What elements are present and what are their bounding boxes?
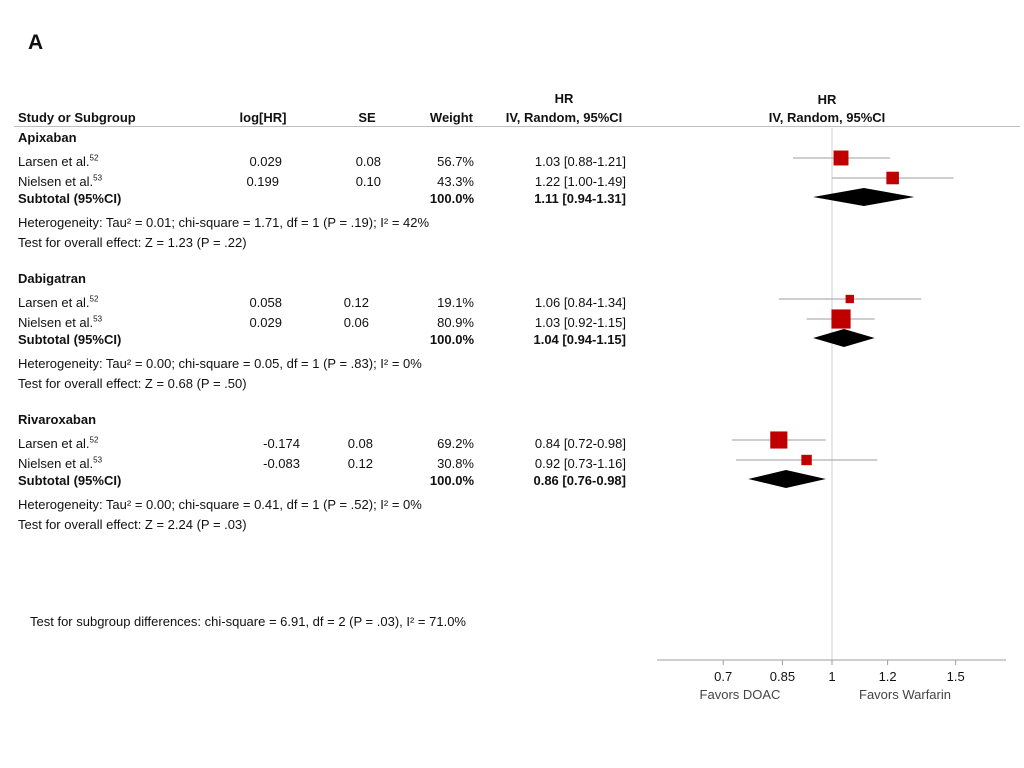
hr-ci-value: 0.84 [0.72-0.98] <box>534 436 626 451</box>
se-value: 0.12 <box>343 295 369 310</box>
overall-effect-text: Test for overall effect: Z = 0.68 (P = .… <box>18 376 247 391</box>
weight-value: 19.1% <box>437 295 474 310</box>
overall-effect-text: Test for overall effect: Z = 1.23 (P = .… <box>18 235 247 250</box>
subgroup-differences-text: Test for subgroup differences: chi-squar… <box>30 614 466 629</box>
study-point <box>833 150 849 166</box>
subtotal-label: Subtotal (95%CI) <box>18 332 122 347</box>
header-hr-bottom: IV, Random, 95%CI <box>505 110 623 125</box>
study-name: Larsen et al.52 <box>18 153 99 169</box>
x-axis-tick-label: 1.2 <box>879 669 897 684</box>
hr-ci-value: 1.03 [0.92-1.15] <box>534 315 626 330</box>
weight-value: 30.8% <box>437 456 474 471</box>
group-title-apixaban: Apixaban <box>18 130 77 145</box>
se-value: 0.06 <box>343 315 369 330</box>
header-weight: Weight <box>429 110 473 125</box>
heterogeneity-text: Heterogeneity: Tau² = 0.01; chi-square =… <box>18 215 430 230</box>
loghr-value: 0.199 <box>246 174 279 189</box>
weight-value: 69.2% <box>437 436 474 451</box>
x-axis-tick-label: 0.7 <box>714 669 732 684</box>
se-value: 0.08 <box>347 436 373 451</box>
se-value: 0.12 <box>347 456 373 471</box>
se-value: 0.10 <box>355 174 381 189</box>
study-name: Larsen et al.52 <box>18 294 99 310</box>
subtotal-ci: 0.86 [0.76-0.98] <box>533 473 626 488</box>
group-title-dabigatran: Dabigatran <box>18 271 86 286</box>
hr-ci-value: 1.22 [1.00-1.49] <box>534 174 626 189</box>
weight-value: 43.3% <box>437 174 474 189</box>
plot-header-bottom: IV, Random, 95%CI <box>768 110 886 125</box>
study-point <box>886 171 899 185</box>
study-point <box>801 454 812 466</box>
subtotal-ci: 1.04 [0.94-1.15] <box>533 332 626 347</box>
header-divider <box>14 126 1020 127</box>
subtotal-ci: 1.11 [0.94-1.31] <box>534 191 626 206</box>
x-axis-tick-label: 1 <box>828 669 835 684</box>
group-title-rivaroxaban: Rivaroxaban <box>18 412 97 427</box>
loghr-value: 0.058 <box>249 295 282 310</box>
loghr-value: 0.029 <box>249 154 282 169</box>
pooled-diamond <box>748 470 826 488</box>
overall-effect-text: Test for overall effect: Z = 2.24 (P = .… <box>18 517 247 532</box>
loghr-value: 0.029 <box>249 315 282 330</box>
heterogeneity-text: Heterogeneity: Tau² = 0.00; chi-square =… <box>18 497 422 512</box>
favors-warfarin-label: Favors Warfarin <box>859 687 951 702</box>
study-point <box>831 309 851 329</box>
study-point <box>770 431 788 449</box>
header-hr-top: HR <box>554 91 574 106</box>
subtotal-weight: 100.0% <box>429 332 474 347</box>
subtotal-label: Subtotal (95%CI) <box>18 191 122 206</box>
weight-value: 80.9% <box>437 315 474 330</box>
hr-ci-value: 1.03 [0.88-1.21] <box>534 154 626 169</box>
weight-value: 56.7% <box>437 154 474 169</box>
study-name: Nielsen et al.53 <box>18 314 103 330</box>
hr-ci-value: 0.92 [0.73-1.16] <box>534 456 626 471</box>
plot-header-top: HR <box>817 92 837 107</box>
favors-doac-label: Favors DOAC <box>700 687 781 702</box>
header-study: Study or Subgroup <box>18 110 136 125</box>
subtotal-weight: 100.0% <box>429 473 474 488</box>
header-loghr: log[HR] <box>239 110 287 125</box>
heterogeneity-text: Heterogeneity: Tau² = 0.00; chi-square =… <box>18 356 422 371</box>
loghr-value: -0.174 <box>263 436 300 451</box>
hr-ci-value: 1.06 [0.84-1.34] <box>534 295 626 310</box>
x-axis-tick-label: 1.5 <box>947 669 965 684</box>
study-point <box>845 294 854 304</box>
subtotal-weight: 100.0% <box>429 191 474 206</box>
pooled-diamond <box>813 329 875 347</box>
pooled-diamond <box>813 188 915 206</box>
panel-label: A <box>28 31 44 54</box>
study-name: Nielsen et al.53 <box>18 173 103 189</box>
subtotal-label: Subtotal (95%CI) <box>18 473 122 488</box>
study-name: Larsen et al.52 <box>18 435 99 451</box>
loghr-value: -0.083 <box>263 456 300 471</box>
se-value: 0.08 <box>355 154 381 169</box>
study-name: Nielsen et al.53 <box>18 455 103 471</box>
x-axis-tick-label: 0.85 <box>770 669 795 684</box>
header-se: SE <box>358 110 376 125</box>
